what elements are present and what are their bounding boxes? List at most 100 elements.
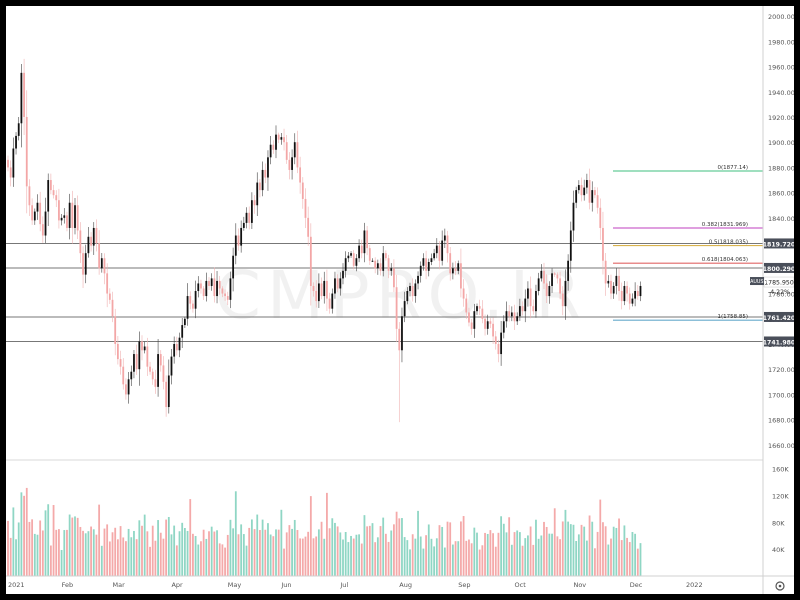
volume-bar: [95, 534, 98, 576]
candle-body: [87, 236, 90, 254]
volume-bar: [379, 526, 382, 576]
volume-bar: [23, 495, 25, 576]
candle-body: [119, 359, 122, 367]
horizontal-levels: [6, 242, 763, 342]
candle-body: [559, 278, 561, 294]
candle-body: [390, 268, 393, 271]
candle-body: [90, 236, 92, 246]
candle-body: [422, 258, 425, 266]
time-axis[interactable]: 2021 Feb Mar Apr May Jun Jul Aug Sep Oct Nov Dec 202…: [8, 581, 703, 589]
candle-body: [288, 159, 291, 170]
candle-body: [409, 285, 411, 292]
volume-bar: [543, 521, 545, 576]
candle-body: [218, 280, 221, 289]
volume-bar: [449, 522, 452, 576]
volume-bar: [497, 532, 500, 576]
volume-bar: [500, 516, 503, 576]
volume-bar: [618, 518, 620, 576]
volume-bar: [320, 521, 323, 576]
volume-bar: [28, 521, 31, 576]
volume-bar: [100, 545, 103, 576]
time-tick-label: Sep: [458, 581, 470, 589]
volume-bar: [505, 532, 508, 576]
candle-body: [553, 273, 556, 275]
price-axis[interactable]: 2000.000 1980.000 1960.000 1940.000 1920.000…: [768, 13, 799, 450]
candle-body: [106, 273, 109, 294]
candle-body: [626, 285, 628, 294]
volume-bar: [175, 545, 178, 576]
candle-body: [580, 185, 583, 196]
volume-bar: [443, 547, 446, 576]
volume-bar: [250, 519, 253, 576]
candle-body: [114, 316, 117, 344]
volume-bar: [465, 540, 468, 576]
volume-bar: [484, 532, 486, 576]
level-price-label: 1761.420: [763, 315, 794, 322]
last-price-change: -4.22%: [768, 289, 790, 296]
volume-bar: [242, 534, 245, 576]
candle-body: [229, 278, 232, 300]
volume-bar: [583, 526, 586, 576]
candle-body: [146, 346, 149, 367]
candle-body: [610, 280, 612, 294]
candle-body: [435, 245, 438, 254]
price-tick-label: 1720.000: [768, 366, 794, 374]
candlestick-chart[interactable]: CMPRO.IR 0(1877.14) 0.382(1831.969) 0.5(18…: [6, 6, 799, 594]
candle-body: [438, 245, 441, 261]
volume-bar: [342, 539, 344, 576]
level-price-tag: [764, 311, 794, 322]
candle-body: [489, 321, 492, 324]
volume-bar: [74, 516, 76, 576]
candle-body: [122, 366, 125, 385]
volume-bar: [384, 533, 387, 576]
volume-bar: [111, 532, 114, 576]
volume-bar: [256, 514, 259, 576]
candle-body: [331, 293, 334, 309]
volume-bar: [438, 525, 441, 576]
candle-body: [492, 323, 494, 337]
candle-body: [620, 291, 623, 302]
volume-bar: [427, 524, 430, 576]
candle-body: [183, 318, 186, 326]
candle-body: [248, 212, 251, 223]
volume-bar: [7, 520, 9, 576]
volume-bar: [317, 529, 320, 576]
candle-body: [272, 144, 275, 150]
volume-bar: [224, 547, 226, 576]
candle-body: [275, 134, 277, 150]
candle-body: [567, 260, 570, 281]
candle-body: [433, 253, 436, 259]
volume-bar: [521, 545, 524, 576]
candle-body: [376, 263, 379, 269]
candle-body: [366, 230, 369, 249]
candle-body: [12, 148, 15, 178]
candle-body: [502, 321, 505, 333]
volume-bar: [264, 529, 267, 576]
candle-body: [636, 291, 639, 297]
candle-body: [66, 215, 68, 228]
level-price-tag: [764, 262, 794, 273]
candle-body: [545, 283, 548, 297]
candle-body: [285, 142, 288, 160]
volume-bar: [339, 532, 342, 576]
candle-body: [462, 288, 465, 299]
candle-body: [28, 186, 31, 206]
volume-bar: [312, 538, 315, 576]
candle-body: [575, 190, 578, 203]
volume-bar: [623, 525, 626, 576]
candle-body: [457, 263, 460, 271]
volume-bar: [476, 532, 478, 576]
volume-bar: [240, 524, 243, 576]
candle-body: [588, 180, 591, 203]
candle-body: [484, 318, 486, 329]
candle-body: [524, 298, 527, 312]
candle-body: [312, 285, 315, 292]
volume-bar: [125, 541, 127, 576]
settings-gear-icon[interactable]: [775, 581, 785, 591]
volume-bar: [114, 527, 117, 576]
candle-body: [510, 312, 513, 317]
candle-body: [465, 298, 468, 313]
candle-body: [347, 255, 350, 259]
volume-bar: [173, 525, 176, 576]
